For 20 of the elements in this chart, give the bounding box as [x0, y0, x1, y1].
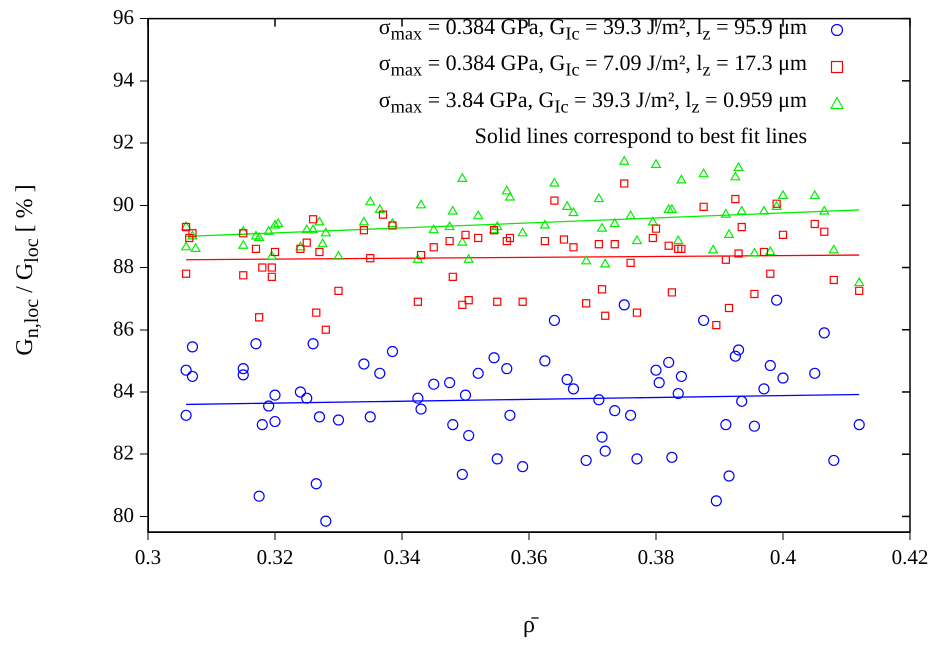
y-tick-label: 86	[113, 316, 134, 340]
x-tick-label: 0.32	[256, 545, 294, 570]
x-tick-label: 0.34	[384, 545, 421, 570]
legend-label: σ$_{max}$ = 3.84 GPa, G$_{Ic}$ = 39.3 J/m², l$_{z}$ = 0.959 μm	[378, 86, 807, 118]
y-tick-label: 96	[113, 5, 134, 30]
y-tick-label: 82	[113, 440, 134, 465]
y-tick-label: 90	[113, 192, 134, 216]
legend-label: σ$_{max}$ = 0.384 GPa, G$_{Ic}$ = 7.09 J/m², l$_{z}$ = 17.3 μm	[378, 49, 807, 82]
y-tick-label: 92	[113, 130, 134, 154]
y-tick-label: 88	[113, 254, 134, 278]
legend-label: σ$_{max}$ = 0.384 GPa, G$_{Ic}$ = 39.3 J/m², l$_{z}$ = 95.9 μm	[378, 13, 807, 46]
y-tick-label: 80	[113, 502, 134, 527]
y-tick-label: 84	[113, 378, 134, 402]
x-tick-label: 0.38	[638, 545, 674, 570]
x-tick-label: 0.42	[892, 545, 928, 570]
x-tick-label: 0.4	[770, 545, 797, 570]
x-tick-label: 0.3	[134, 545, 162, 570]
annotation: Solid lines correspond to best fit lines	[474, 122, 807, 150]
x-tick-label: 0.36	[510, 545, 548, 570]
y-tick-label: 94	[113, 67, 134, 92]
